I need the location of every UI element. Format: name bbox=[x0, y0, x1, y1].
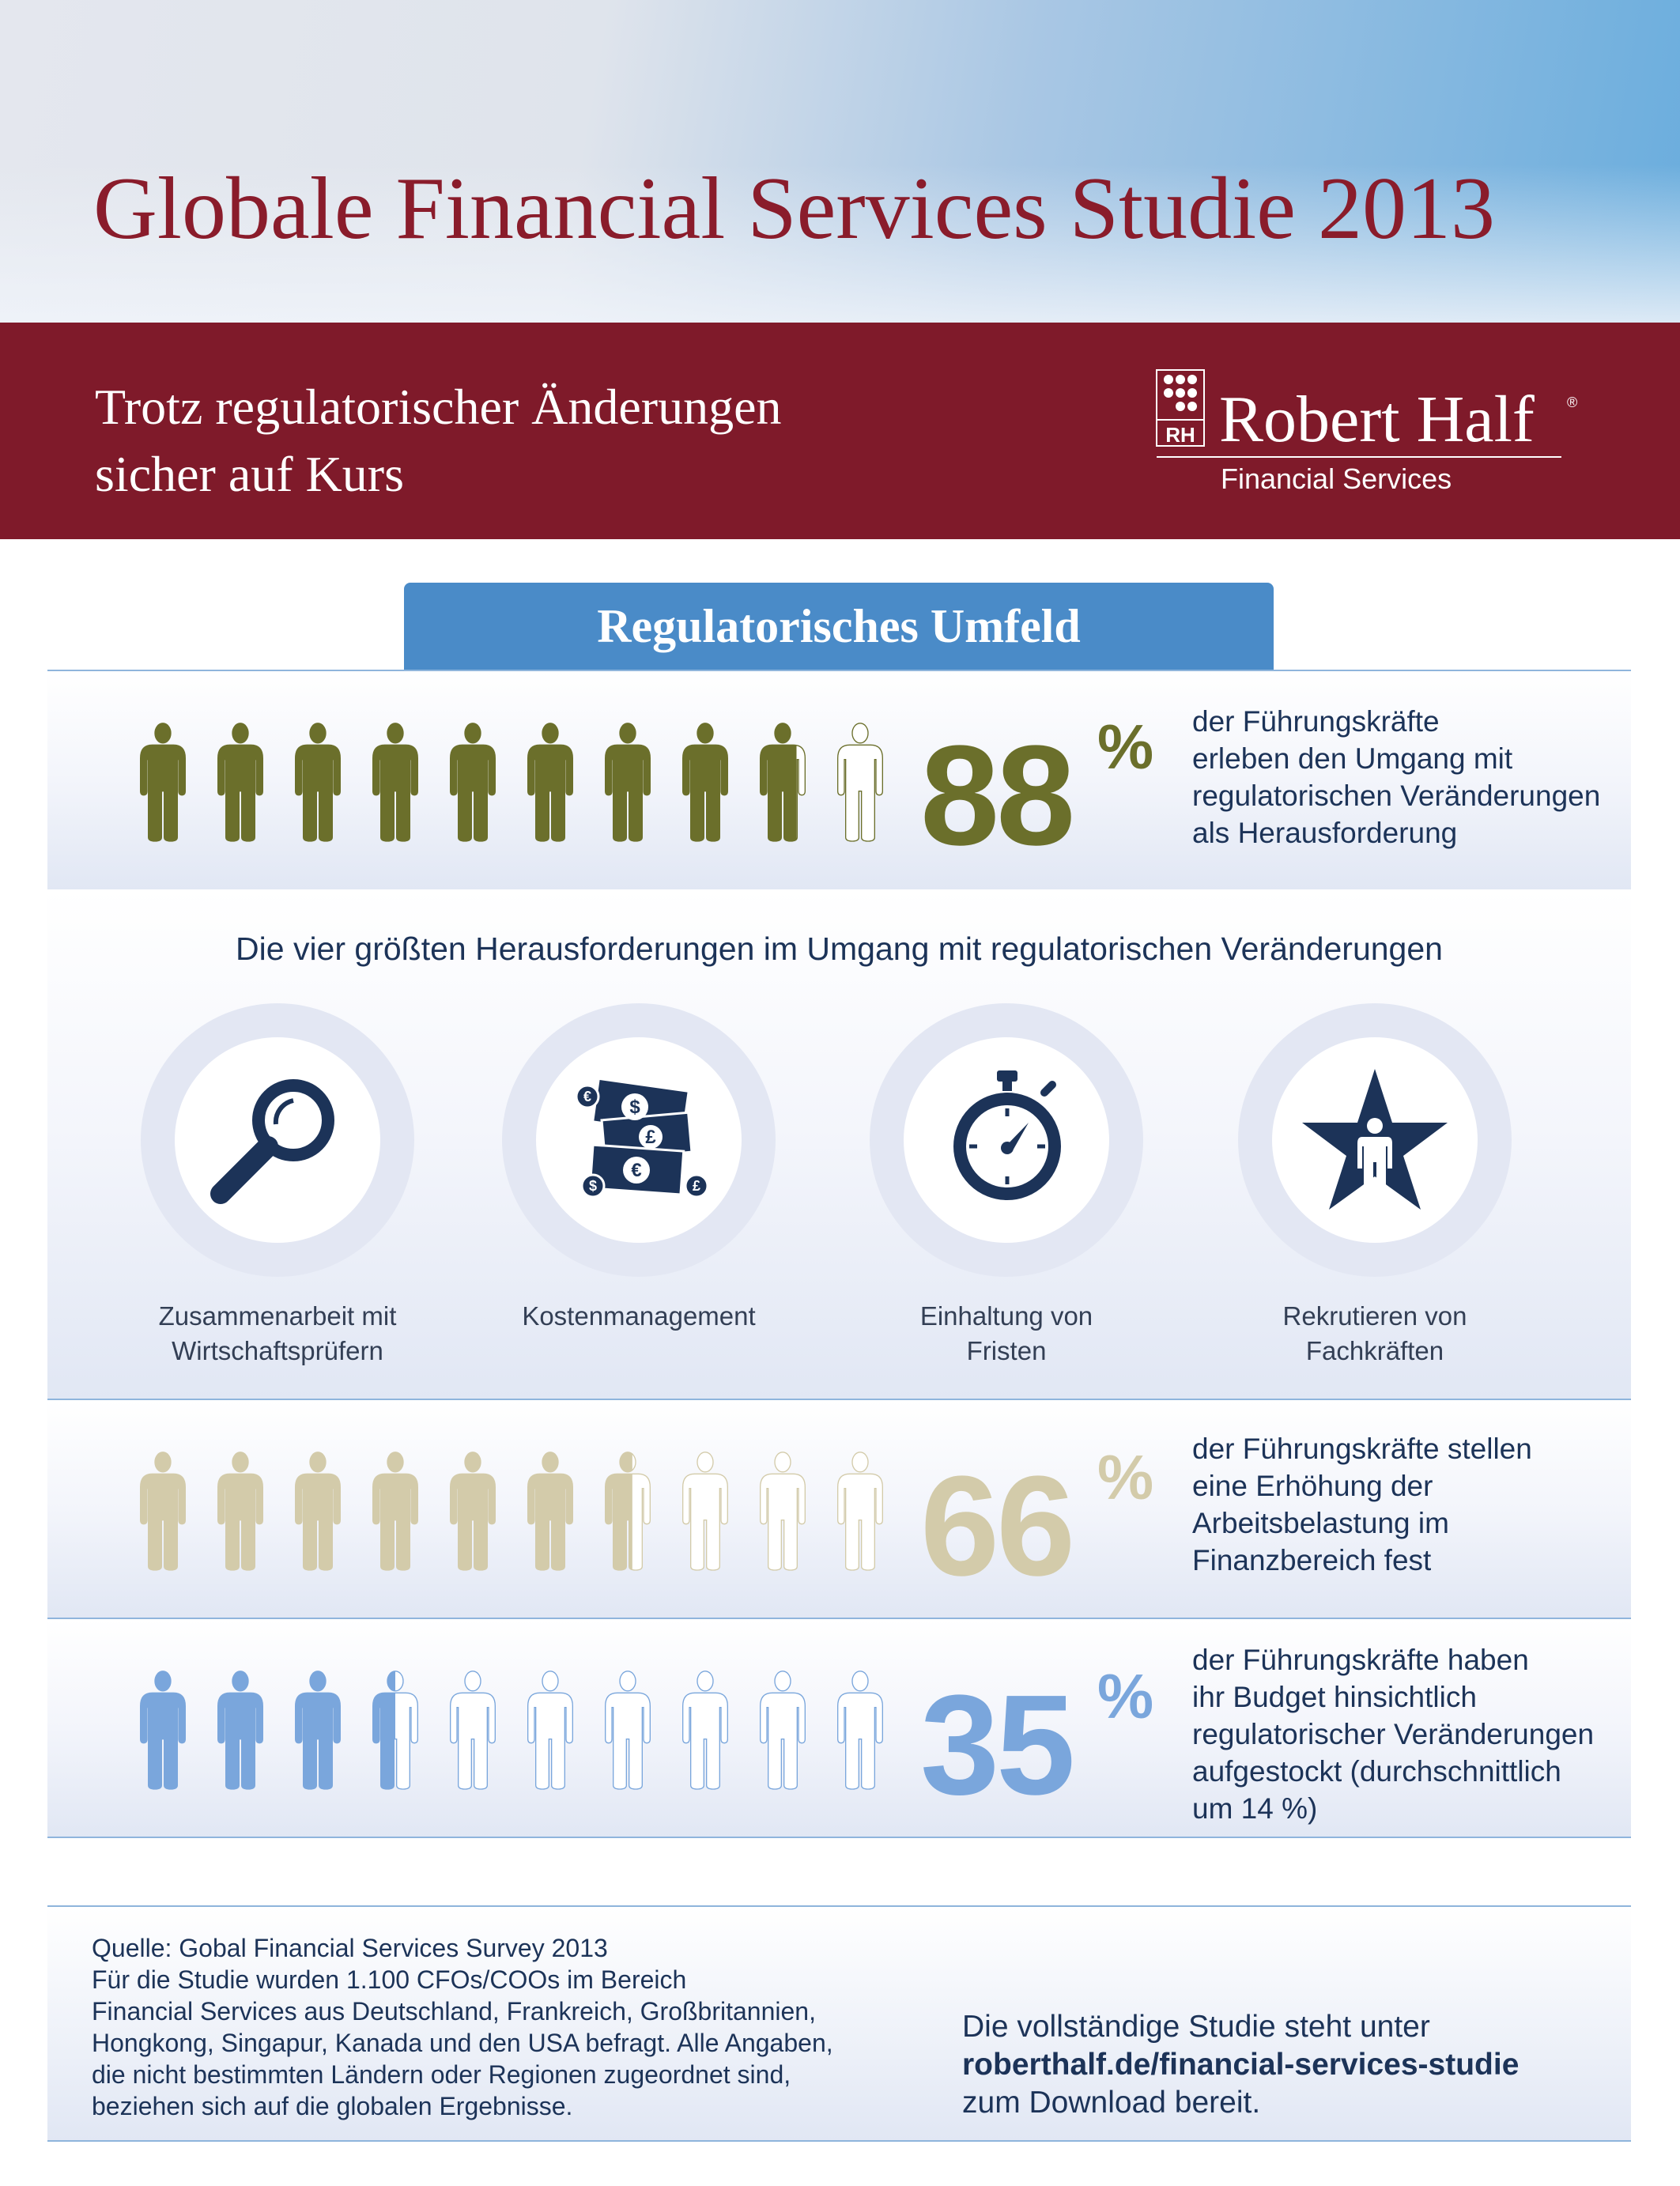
person-figure bbox=[217, 1452, 263, 1571]
star-person-icon bbox=[1302, 1069, 1448, 1210]
money-icon: $£€ €$ £ bbox=[575, 1077, 709, 1199]
person-figure bbox=[837, 1452, 883, 1571]
stat-unit: % bbox=[1097, 1442, 1154, 1512]
people-chart bbox=[139, 1448, 884, 1574]
stat-description-line: erleben den Umgang mit bbox=[1192, 742, 1513, 775]
subtitle-line: Trotz regulatorischer Änderungen bbox=[95, 379, 782, 435]
person-figure bbox=[217, 1671, 263, 1790]
footer: Quelle: Gobal Financial Services Survey … bbox=[47, 1905, 1631, 2142]
stat-description-line: der Führungskräfte stellen bbox=[1192, 1433, 1532, 1465]
person-figure bbox=[527, 1671, 573, 1790]
people-chart bbox=[139, 719, 884, 845]
header-banner bbox=[0, 0, 1680, 323]
stat-description-line: der Führungskräfte haben bbox=[1192, 1644, 1529, 1676]
challenge-label: Rekrutieren von Fachkräften bbox=[1282, 1301, 1467, 1365]
svg-text:$: $ bbox=[629, 1097, 640, 1118]
person-figure bbox=[760, 723, 806, 842]
divider bbox=[47, 1837, 1631, 1838]
challenges-heading: Die vier größten Herausforderungen im Um… bbox=[236, 931, 1443, 967]
stat-unit: % bbox=[1097, 1661, 1154, 1731]
stat-value: 88 bbox=[920, 716, 1075, 875]
person-figure bbox=[140, 1671, 186, 1790]
stat-description-line: Finanzbereich fest bbox=[1192, 1544, 1432, 1576]
stat-row: 66 % der Führungskräfte stellen eine Erhö… bbox=[47, 1400, 1631, 1618]
challenges-section: Die vier größten Herausforderungen im Um… bbox=[47, 889, 1631, 1399]
svg-text:€: € bbox=[583, 1089, 591, 1104]
challenge-label: Einhaltung von Fristen bbox=[919, 1301, 1093, 1365]
subtitle-band: Trotz regulatorischer Änderungen sicher … bbox=[0, 323, 1680, 539]
divider bbox=[47, 1618, 1631, 1619]
svg-text:£: £ bbox=[645, 1127, 656, 1148]
stat-description-line: der Führungskräfte bbox=[1192, 705, 1440, 738]
person-figure bbox=[760, 1671, 806, 1790]
person-figure bbox=[682, 1671, 728, 1790]
stat-description-line: eine Erhöhung der bbox=[1192, 1470, 1433, 1502]
stat-value: 66 bbox=[920, 1447, 1075, 1606]
svg-text:$: $ bbox=[589, 1178, 597, 1194]
person-figure bbox=[140, 1452, 186, 1571]
person-figure bbox=[682, 723, 728, 842]
study-link[interactable]: roberthalf.de/financial-services-studie bbox=[962, 2048, 1520, 2082]
person-figure bbox=[450, 723, 496, 842]
divider bbox=[47, 1399, 1631, 1400]
svg-text:£: £ bbox=[693, 1178, 700, 1194]
logo-registered: ® bbox=[1567, 395, 1577, 410]
challenge-icon-circle bbox=[141, 1003, 414, 1277]
person-figure bbox=[372, 1671, 418, 1790]
person-figure bbox=[140, 723, 186, 842]
person-figure bbox=[295, 1671, 341, 1790]
stat-description-line: aufgestockt (durchschnittlich bbox=[1192, 1755, 1561, 1788]
logo-monogram: RH bbox=[1165, 423, 1195, 447]
person-figure bbox=[837, 723, 883, 842]
stat-description-line: regulatorischer Veränderungen bbox=[1192, 1718, 1595, 1750]
people-chart bbox=[139, 1667, 884, 1793]
stat-description: der Führungskräfte haben ihr Budget hinsi… bbox=[1192, 1641, 1594, 1827]
person-figure bbox=[527, 1452, 573, 1571]
svg-text:€: € bbox=[631, 1160, 641, 1181]
challenge-label: Zusammenarbeit mit Wirtschaftsprüfern bbox=[158, 1301, 397, 1365]
stat-description-line: regulatorischen Veränderungen bbox=[1192, 780, 1601, 812]
person-figure bbox=[605, 723, 651, 842]
stat-row: 88 % der Führungskräfte erleben den Umgan… bbox=[47, 671, 1631, 889]
person-figure bbox=[450, 1671, 496, 1790]
stat-description: der Führungskräfte stellen eine Erhöhung … bbox=[1192, 1430, 1532, 1579]
stat-description-line: um 14 %) bbox=[1192, 1792, 1318, 1825]
stat-description-line: als Herausforderung bbox=[1192, 817, 1458, 849]
challenge-icon-circle: $ £ € € $ £ bbox=[502, 1003, 776, 1277]
challenge-icon-circle bbox=[1238, 1003, 1512, 1277]
person-figure bbox=[372, 1452, 418, 1571]
robert-half-logo: RH Robert Half ® Financial Services bbox=[1156, 369, 1577, 495]
stopwatch-icon bbox=[953, 1070, 1061, 1200]
challenge-label: Kostenmanagement bbox=[522, 1301, 756, 1331]
logo-name: Robert Half bbox=[1219, 383, 1535, 456]
stat-unit: % bbox=[1097, 712, 1154, 782]
person-figure bbox=[295, 1452, 341, 1571]
stat-row: 35 % der Führungskräfte haben ihr Budget … bbox=[47, 1619, 1631, 1837]
person-figure bbox=[527, 723, 573, 842]
download-note: Die vollständige Studie steht unter robe… bbox=[962, 2010, 1520, 2120]
section-tab: Regulatorisches Umfeld bbox=[404, 583, 1274, 670]
person-figure bbox=[217, 723, 263, 842]
magnifier-icon bbox=[210, 1079, 334, 1204]
stat-description: der Führungskräfte erleben den Umgang mit… bbox=[1192, 703, 1600, 851]
person-figure bbox=[837, 1671, 883, 1790]
divider bbox=[47, 670, 1631, 671]
subtitle-line: sicher auf Kurs bbox=[95, 446, 404, 502]
challenge-icon-circle bbox=[870, 1003, 1143, 1277]
person-figure bbox=[605, 1452, 651, 1571]
person-figure bbox=[760, 1452, 806, 1571]
person-figure bbox=[450, 1452, 496, 1571]
stat-value: 35 bbox=[920, 1666, 1075, 1825]
stat-description-line: Arbeitsbelastung im bbox=[1192, 1507, 1449, 1539]
person-figure bbox=[682, 1452, 728, 1571]
person-figure bbox=[295, 723, 341, 842]
page-title: Globale Financial Services Studie 2013 bbox=[93, 160, 1495, 258]
source-note: Quelle: Gobal Financial Services Survey … bbox=[92, 1934, 833, 2120]
person-figure bbox=[372, 723, 418, 842]
logo-division: Financial Services bbox=[1221, 462, 1452, 495]
person-figure bbox=[605, 1671, 651, 1790]
stat-description-line: ihr Budget hinsichtlich bbox=[1192, 1681, 1477, 1713]
